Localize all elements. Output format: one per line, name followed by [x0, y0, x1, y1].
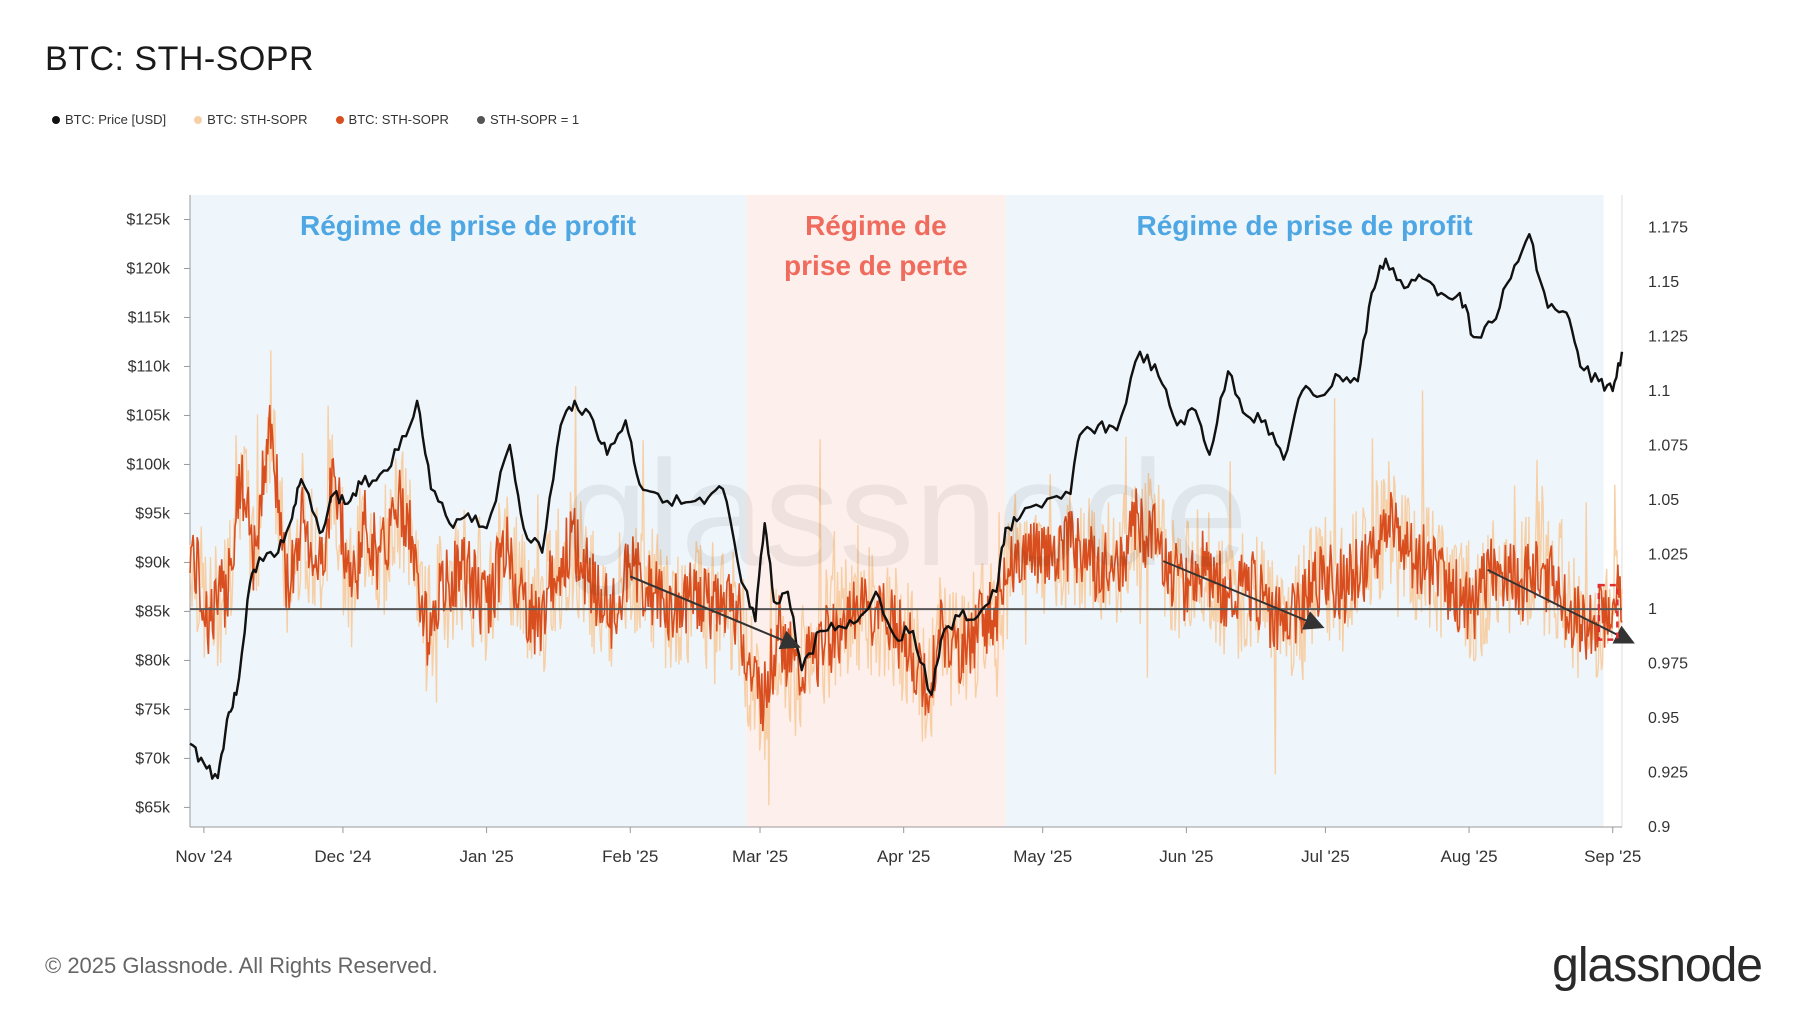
- x-tick-label: Jul '25: [1301, 847, 1350, 866]
- y-right-tick-label: 0.925: [1648, 765, 1688, 782]
- regime-band-2: [1005, 195, 1604, 827]
- y-right-tick-label: 1.125: [1648, 329, 1688, 346]
- y-left-tick-label: $125k: [126, 211, 171, 228]
- y-left-tick-label: $95k: [135, 505, 171, 522]
- legend: BTC: Price [USD] BTC: STH-SOPR BTC: STH-…: [52, 112, 579, 127]
- regime-label: Régime de prise de profit: [300, 210, 636, 241]
- y-left-tick-label: $115k: [128, 309, 171, 326]
- brand-logo: glassnode: [1552, 939, 1763, 992]
- trend-arrow: [629, 575, 801, 650]
- x-tick-label: Sep '25: [1584, 847, 1641, 866]
- y-left-tick-label: $65k: [135, 799, 171, 816]
- x-tick-label: Jun '25: [1159, 847, 1213, 866]
- trend-arrow: [1162, 560, 1325, 630]
- y-right-tick-label: 1.05: [1648, 492, 1679, 509]
- y-left-tick-label: $100k: [126, 456, 171, 473]
- trend-arrow: [1487, 568, 1635, 644]
- legend-item-reference[interactable]: STH-SOPR = 1: [476, 112, 580, 127]
- y-left-tick-label: $110k: [128, 358, 171, 375]
- x-tick-label: Jan '25: [459, 847, 513, 866]
- legend-dot-icon: [194, 115, 203, 124]
- x-tick-label: May '25: [1013, 847, 1072, 866]
- y-right-tick-label: 1.075: [1648, 438, 1688, 455]
- legend-label: BTC: STH-SOPR: [207, 112, 308, 127]
- y-left-tick-label: $90k: [135, 554, 171, 571]
- y-left-tick-label: $70k: [135, 750, 171, 767]
- legend-item-sopr-light[interactable]: BTC: STH-SOPR: [194, 112, 308, 127]
- regime-label: Régime de prise de profit: [1137, 210, 1473, 241]
- y-left-tick-label: $105k: [126, 407, 171, 424]
- y-right-tick-label: 1.15: [1648, 274, 1679, 291]
- regime-label: Régime de: [805, 210, 947, 241]
- price-line: [189, 233, 1624, 780]
- legend-item-sopr[interactable]: BTC: STH-SOPR: [335, 112, 449, 127]
- x-tick-label: Dec '24: [314, 847, 371, 866]
- legend-label: STH-SOPR = 1: [489, 112, 580, 127]
- x-tick-label: Aug '25: [1440, 847, 1497, 866]
- x-tick-label: Feb '25: [602, 847, 658, 866]
- chart-title: BTC: STH-SOPR: [45, 40, 315, 78]
- legend-label: BTC: STH-SOPR: [348, 112, 449, 127]
- y-left-tick-label: $85k: [135, 603, 171, 620]
- x-tick-label: Mar '25: [732, 847, 788, 866]
- legend-item-price[interactable]: BTC: Price [USD]: [52, 112, 166, 127]
- sopr-line: [189, 404, 1623, 732]
- legend-label: BTC: Price [USD]: [65, 112, 167, 127]
- y-left-tick-label: $75k: [135, 701, 171, 718]
- copyright-text: © 2025 Glassnode. All Rights Reserved.: [45, 953, 438, 978]
- legend-dot-icon: [335, 115, 344, 124]
- y-right-tick-label: 0.95: [1648, 710, 1679, 727]
- x-tick-label: Apr '25: [877, 847, 930, 866]
- y-left-tick-label: $80k: [135, 652, 171, 669]
- regime-label: prise de perte: [784, 250, 968, 281]
- watermark-logo: glassnode: [564, 429, 1248, 597]
- highlight-box: [1597, 583, 1619, 641]
- y-right-tick-label: 1: [1648, 601, 1657, 618]
- y-right-tick-label: 1.025: [1648, 547, 1688, 564]
- y-right-tick-label: 1.175: [1648, 220, 1688, 237]
- regime-band-1: [746, 195, 1006, 827]
- x-tick-label: Nov '24: [175, 847, 232, 866]
- legend-dot-icon: [52, 115, 60, 124]
- y-right-tick-label: 0.9: [1648, 819, 1670, 836]
- legend-dot-icon: [476, 115, 485, 124]
- y-right-tick-label: 1.1: [1648, 383, 1670, 400]
- y-left-tick-label: $120k: [126, 260, 171, 277]
- y-right-tick-label: 0.975: [1648, 656, 1688, 673]
